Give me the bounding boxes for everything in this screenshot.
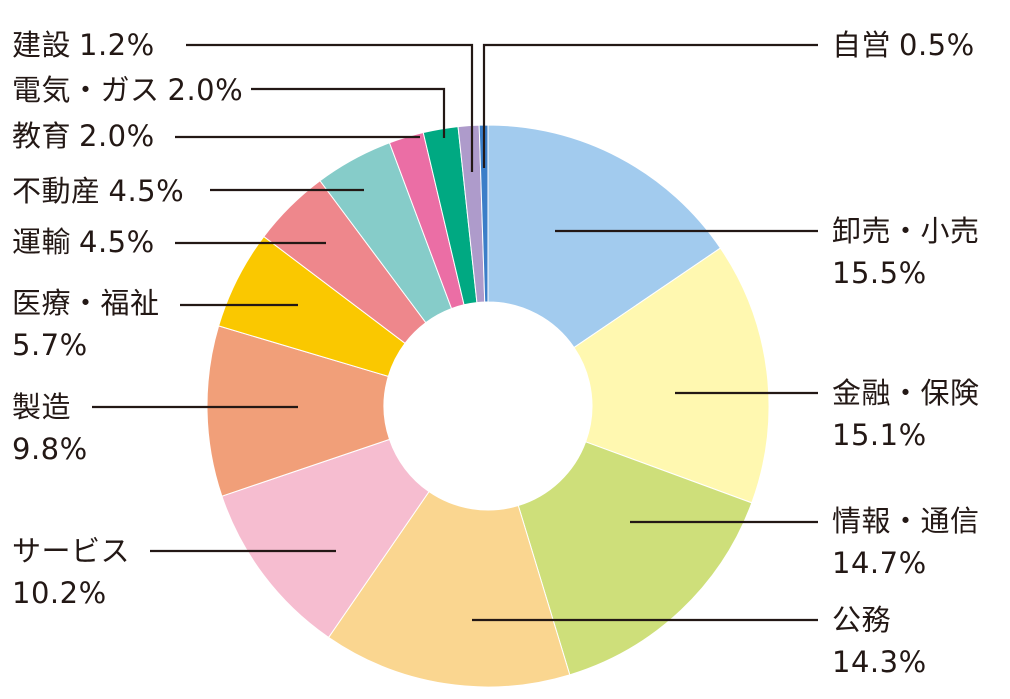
- leader-line-建設: [186, 43, 474, 172]
- category-name: 情報・通信: [832, 504, 980, 538]
- percentage-label: 4.5%: [79, 225, 155, 259]
- leader-line-自営: [482, 43, 818, 168]
- percentage-label: 5.7%: [12, 328, 88, 362]
- slice-サービス: [221, 438, 430, 639]
- label-運輸: 運輸 4.5%: [12, 221, 155, 263]
- category-name: 医療・福祉: [12, 286, 160, 320]
- percentage-label: 1.2%: [79, 28, 155, 62]
- category-name: 公務: [832, 603, 892, 637]
- category-name: 製造: [12, 390, 72, 424]
- label-サービス: サービス 10.2%: [12, 530, 130, 614]
- label-自営: 自営 0.5%: [832, 24, 975, 66]
- slice-情報-通信: [517, 441, 753, 676]
- percentage-label: 0.5%: [899, 28, 975, 62]
- category-name: 教育: [12, 119, 72, 153]
- percentage-label: 2.0%: [79, 119, 155, 153]
- leader-line-電気-ガス: [251, 87, 446, 138]
- category-name: 電気・ガス: [12, 73, 160, 107]
- label-教育: 教育 2.0%: [12, 115, 155, 157]
- slice-金融-保険: [573, 247, 770, 504]
- percentage-label: 14.7%: [832, 546, 927, 580]
- percentage-label: 2.0%: [167, 73, 244, 107]
- slice-製造: [206, 325, 391, 497]
- label-金融-保険: 金融・保険 15.1%: [832, 372, 980, 456]
- category-name: 卸売・小売: [832, 214, 980, 248]
- percentage-label: 14.3%: [832, 645, 927, 679]
- category-name: 運輸: [12, 225, 72, 259]
- percentage-label: 10.2%: [12, 576, 107, 610]
- label-情報-通信: 情報・通信 14.7%: [832, 500, 980, 584]
- donut-slices: [206, 124, 770, 688]
- label-公務: 公務 14.3%: [832, 599, 927, 683]
- slice-自営: [478, 124, 489, 303]
- label-製造: 製造 9.8%: [12, 386, 88, 470]
- label-医療-福祉: 医療・福祉 5.7%: [12, 282, 160, 366]
- category-name: 建設: [12, 28, 72, 62]
- category-name: 不動産: [12, 174, 101, 208]
- percentage-label: 4.5%: [108, 174, 185, 208]
- label-電気-ガス: 電気・ガス 2.0%: [12, 69, 243, 111]
- label-不動産: 不動産 4.5%: [12, 170, 184, 212]
- leader-lines: [92, 43, 818, 622]
- percentage-label: 15.5%: [832, 256, 927, 290]
- category-name: 自営: [832, 28, 892, 62]
- category-name: 金融・保険: [832, 376, 980, 410]
- percentage-label: 9.8%: [12, 432, 88, 466]
- label-建設: 建設 1.2%: [12, 24, 155, 66]
- category-name: サービス: [12, 534, 131, 568]
- slice-卸売-小売: [487, 124, 722, 349]
- percentage-label: 15.1%: [832, 418, 927, 452]
- label-卸売-小売: 卸売・小売 15.5%: [832, 210, 980, 294]
- slice-公務: [327, 490, 571, 688]
